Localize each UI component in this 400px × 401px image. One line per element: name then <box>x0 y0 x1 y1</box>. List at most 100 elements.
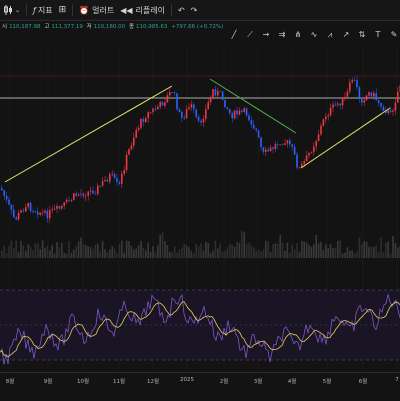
candle-body <box>147 112 149 119</box>
chart-style-button[interactable]: ⌄ <box>0 0 23 20</box>
candle-body <box>51 209 53 211</box>
candle-body <box>130 145 133 150</box>
candle-body <box>277 144 279 146</box>
time-axis-label: 10월 <box>76 379 90 385</box>
volume-bar <box>111 246 113 258</box>
candle-body <box>149 112 152 113</box>
candle-body <box>89 190 92 192</box>
time-axis-label: 5월 <box>322 379 332 385</box>
volume-bar <box>29 247 32 258</box>
channel-icon[interactable]: ⇉ <box>278 30 286 39</box>
candle-body <box>17 212 20 220</box>
volume-bar <box>298 251 301 258</box>
volume-bar <box>176 252 178 258</box>
candle-body <box>113 173 116 179</box>
volume-bar <box>37 243 39 258</box>
time-axis[interactable]: 8월 9월 10월 11월 12월 2025 2월 3월 4월 5월 6월 7 <box>0 372 400 401</box>
candle-body <box>356 80 358 88</box>
volume-bar <box>61 242 63 258</box>
candle-body <box>49 210 51 219</box>
volume-bar <box>56 242 58 258</box>
redo-button[interactable]: ↷ <box>188 0 201 20</box>
candle-body <box>308 152 310 156</box>
volume-bar <box>89 246 92 258</box>
text-tool-icon[interactable]: T <box>375 30 381 39</box>
alerts-button[interactable]: ⏰ 얼러트 <box>76 0 117 20</box>
candle-body <box>243 108 245 112</box>
volume-bar <box>245 244 248 258</box>
time-axis-label: 12월 <box>146 379 160 385</box>
candle-body <box>265 149 267 152</box>
volume-bar <box>320 241 322 258</box>
candle-body <box>241 110 243 112</box>
volume-bar <box>8 246 10 258</box>
layout-button[interactable]: ⊞ <box>56 0 70 20</box>
volume-bar <box>106 251 109 258</box>
volume-bar <box>313 244 315 258</box>
candle-body <box>339 103 341 106</box>
volume-bar <box>243 232 245 258</box>
fx-icon: ƒ <box>33 5 36 15</box>
volume-bar <box>73 249 75 258</box>
brush-icon[interactable]: ✎ <box>390 30 398 39</box>
candle-body <box>1 188 3 191</box>
undo-button[interactable]: ↶ <box>175 0 188 20</box>
rsi-pane <box>0 289 400 365</box>
candle-body <box>22 210 25 212</box>
arrow-icon[interactable]: ↗ <box>342 30 350 39</box>
candle-body <box>56 205 58 209</box>
pitchfork-icon[interactable]: ⋔ <box>294 30 302 39</box>
volume-bar <box>356 251 358 258</box>
toolbar-divider <box>170 4 172 16</box>
candle-body <box>140 118 142 128</box>
candle-body <box>200 120 202 123</box>
pattern-icon[interactable]: ∿ <box>310 30 318 39</box>
volume-bar <box>135 248 137 258</box>
volume-bar <box>236 241 238 258</box>
range-icon[interactable]: ⇅ <box>358 30 366 39</box>
candle-body <box>157 106 159 110</box>
volume-bar <box>178 249 181 258</box>
candle-body <box>75 193 77 196</box>
volume-bar <box>161 232 164 258</box>
candle-body <box>152 108 154 113</box>
line-tool-icon[interactable]: ╱ <box>231 30 237 39</box>
candle-body <box>142 118 145 122</box>
volume-bar <box>308 245 310 258</box>
candle-body <box>101 181 104 186</box>
volume-bar <box>137 245 140 258</box>
candle-body <box>87 191 89 196</box>
indicators-button[interactable]: ƒ 지표 <box>30 0 56 20</box>
volume-bar <box>226 247 229 258</box>
candle-body <box>226 107 229 110</box>
volume-bar <box>118 243 121 258</box>
alarm-clock-icon: ⏰ <box>79 5 90 15</box>
volume-bar <box>116 253 118 258</box>
volume-bar <box>1 250 3 258</box>
price-chart[interactable] <box>0 20 400 372</box>
volume-bar <box>145 250 147 258</box>
open-value: 110,187.98 <box>9 24 41 30</box>
candle-body <box>219 91 221 92</box>
candle-body <box>337 103 339 105</box>
volume-bar <box>332 248 334 258</box>
candle-body <box>44 210 46 213</box>
low-label: 저 <box>86 24 92 30</box>
chevron-down-icon: ⌄ <box>15 6 21 14</box>
volume-bar <box>397 247 399 258</box>
candle-body <box>181 111 183 118</box>
alerts-label: 얼러트 <box>92 5 115 15</box>
candle-body <box>171 92 173 93</box>
volume-bar <box>341 253 344 258</box>
wave-icon[interactable]: ⩘ <box>327 30 333 39</box>
horizontal-line-icon[interactable]: → <box>262 30 270 39</box>
volume-bar <box>291 244 293 258</box>
volume-bar <box>85 245 87 258</box>
candle-body <box>13 209 15 218</box>
volume-bar <box>157 245 159 258</box>
volume-bar <box>22 245 25 258</box>
ray-tool-icon[interactable]: ⟋ <box>247 30 253 39</box>
candle-body <box>104 179 106 182</box>
replay-button[interactable]: ◀◀ 리플레이 <box>117 0 168 20</box>
candle-body <box>94 193 97 195</box>
